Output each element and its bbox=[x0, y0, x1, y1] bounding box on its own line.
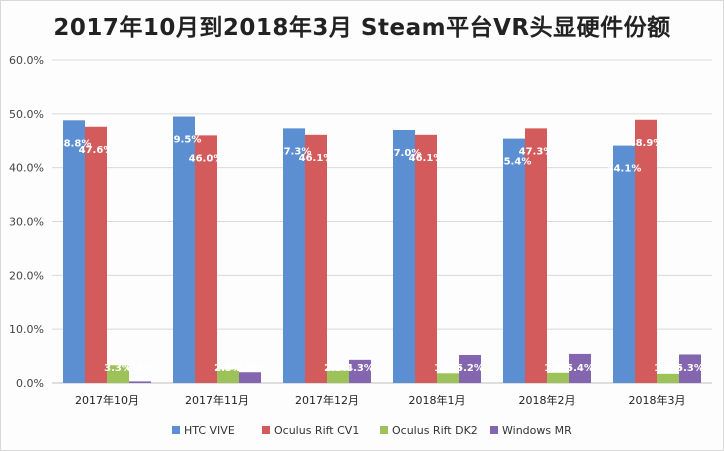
legend-label: Windows MR bbox=[502, 424, 572, 437]
bar bbox=[173, 116, 195, 384]
data-labels: 48.8%47.6% 3.3%0.3% 49.5% 46.0% 2.5%2.0% 47.3… bbox=[57, 135, 704, 374]
data-label: 48.8% bbox=[57, 138, 92, 149]
legend: HTC VIVE Oculus Rift CV1 Oculus Rift DK2 Wi… bbox=[172, 424, 572, 437]
data-label: 1.9% bbox=[544, 363, 572, 374]
data-label: 2.0% bbox=[236, 363, 264, 374]
bar bbox=[635, 119, 657, 383]
bar bbox=[525, 128, 547, 383]
bar bbox=[503, 138, 525, 383]
bar bbox=[129, 381, 151, 383]
data-label: 49.5% bbox=[167, 135, 202, 146]
y-tick-label: 40.0% bbox=[9, 162, 44, 175]
data-label: 2.3% bbox=[324, 363, 352, 374]
legend-label: HTC VIVE bbox=[184, 424, 235, 437]
bar bbox=[415, 134, 437, 383]
y-axis-ticks: 0.0% 10.0% 20.0% 30.0% 40.0% 50.0% 60.0% bbox=[9, 54, 44, 390]
bar bbox=[657, 373, 679, 383]
data-label: 5.3% bbox=[676, 363, 704, 374]
data-label: 47.3% bbox=[519, 146, 554, 157]
x-tick-label: 2017年10月 bbox=[75, 393, 139, 407]
y-tick-label: 30.0% bbox=[9, 216, 44, 229]
gridlines bbox=[52, 59, 712, 384]
legend-swatch bbox=[490, 426, 498, 434]
data-label: 47.3% bbox=[277, 146, 312, 157]
data-label: 3.3% bbox=[104, 363, 132, 374]
data-label: 5.2% bbox=[456, 363, 484, 374]
data-label: 1.7% bbox=[654, 363, 682, 374]
x-tick-label: 2017年11月 bbox=[185, 393, 249, 407]
data-label: 46.0% bbox=[189, 153, 224, 164]
bar bbox=[569, 353, 591, 383]
bar bbox=[63, 120, 85, 383]
y-tick-label: 50.0% bbox=[9, 108, 44, 121]
bar bbox=[679, 354, 701, 383]
data-label: 0.3% bbox=[126, 363, 154, 374]
y-tick-label: 10.0% bbox=[9, 323, 44, 336]
bar bbox=[459, 355, 481, 383]
bar bbox=[613, 145, 635, 383]
data-label: 46.1% bbox=[409, 153, 444, 164]
bar bbox=[305, 134, 327, 383]
bar bbox=[327, 370, 349, 383]
data-label: 47.6% bbox=[79, 145, 114, 156]
bar bbox=[239, 372, 261, 383]
y-tick-label: 60.0% bbox=[9, 54, 44, 67]
bar bbox=[217, 369, 239, 383]
bar bbox=[547, 372, 569, 383]
legend-label: Oculus Rift DK2 bbox=[392, 424, 478, 437]
x-axis-ticks: 2017年10月 2017年11月 2017年12月 2018年1月 2018年2月 20… bbox=[75, 393, 686, 407]
bar bbox=[283, 128, 305, 383]
legend-swatch bbox=[380, 426, 388, 434]
data-label: 45.4% bbox=[497, 157, 532, 168]
legend-swatch bbox=[262, 426, 270, 434]
data-label: 1.8% bbox=[434, 363, 462, 374]
data-label: 2.5% bbox=[214, 363, 242, 374]
x-tick-label: 2018年3月 bbox=[629, 393, 686, 407]
legend-swatch bbox=[172, 426, 180, 434]
bar bbox=[349, 359, 371, 383]
bar bbox=[85, 126, 107, 384]
data-label: 4.3% bbox=[346, 363, 374, 374]
y-tick-label: 20.0% bbox=[9, 269, 44, 282]
bars bbox=[63, 116, 701, 384]
data-label: 5.4% bbox=[566, 363, 594, 374]
bar bbox=[107, 365, 129, 383]
legend-label: Oculus Rift CV1 bbox=[274, 424, 359, 437]
bar bbox=[195, 135, 217, 383]
y-tick-label: 0.0% bbox=[16, 377, 44, 390]
data-label: 46.1% bbox=[299, 153, 334, 164]
bar bbox=[393, 129, 415, 383]
data-label: 48.9% bbox=[629, 138, 664, 149]
x-tick-label: 2018年1月 bbox=[409, 393, 466, 407]
bar bbox=[437, 373, 459, 383]
data-label: 47.0% bbox=[387, 148, 422, 159]
x-tick-label: 2018年2月 bbox=[519, 393, 576, 407]
x-tick-label: 2017年12月 bbox=[295, 393, 359, 407]
chart-title: 2017年10月到2018年3月 Steam平台VR头显硬件份额 bbox=[53, 15, 671, 41]
data-label: 44.1% bbox=[607, 164, 642, 175]
